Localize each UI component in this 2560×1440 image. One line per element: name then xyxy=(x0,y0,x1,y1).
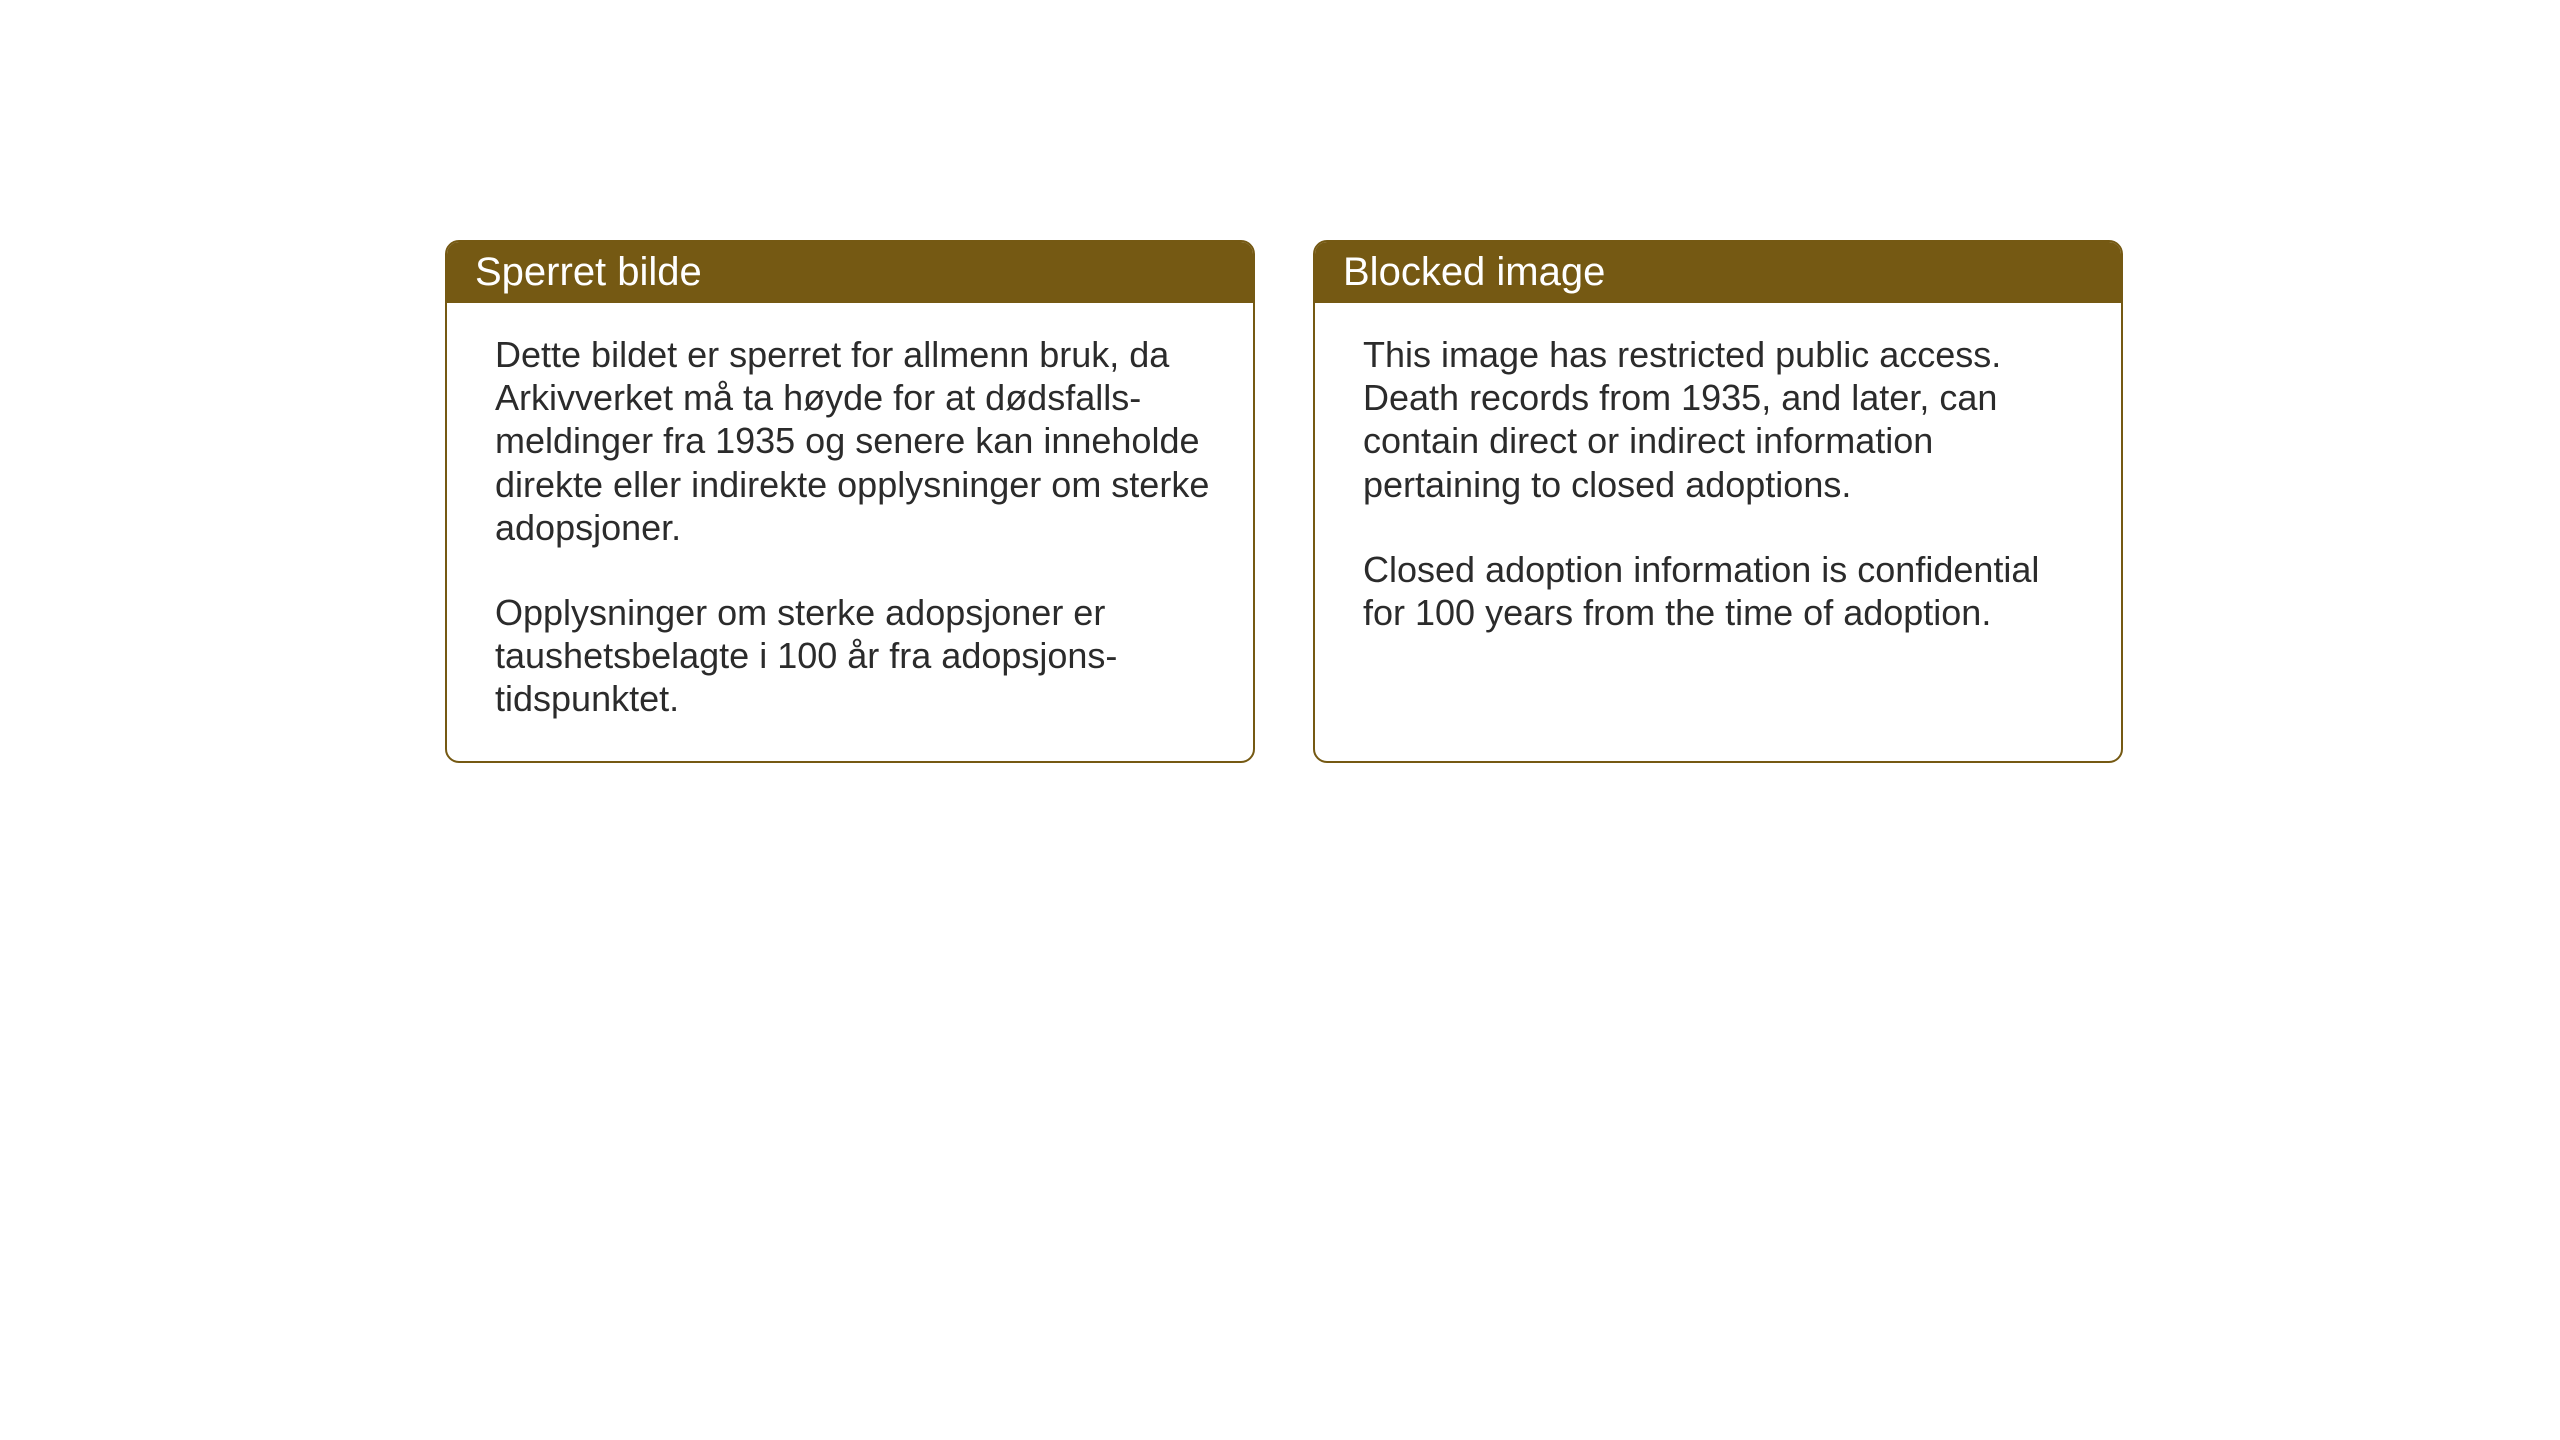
card-title: Blocked image xyxy=(1343,250,1605,294)
card-paragraph: This image has restricted public access.… xyxy=(1363,333,2079,506)
notice-card-norwegian: Sperret bilde Dette bildet er sperret fo… xyxy=(445,240,1255,763)
card-body-norwegian: Dette bildet er sperret for allmenn bruk… xyxy=(447,303,1253,761)
card-header-norwegian: Sperret bilde xyxy=(447,242,1253,303)
card-paragraph: Closed adoption information is confident… xyxy=(1363,548,2079,634)
notice-card-english: Blocked image This image has restricted … xyxy=(1313,240,2123,763)
notice-container: Sperret bilde Dette bildet er sperret fo… xyxy=(445,240,2123,763)
card-body-english: This image has restricted public access.… xyxy=(1315,303,2121,674)
card-title: Sperret bilde xyxy=(475,250,702,294)
card-header-english: Blocked image xyxy=(1315,242,2121,303)
card-paragraph: Opplysninger om sterke adopsjoner er tau… xyxy=(495,591,1211,721)
card-paragraph: Dette bildet er sperret for allmenn bruk… xyxy=(495,333,1211,549)
